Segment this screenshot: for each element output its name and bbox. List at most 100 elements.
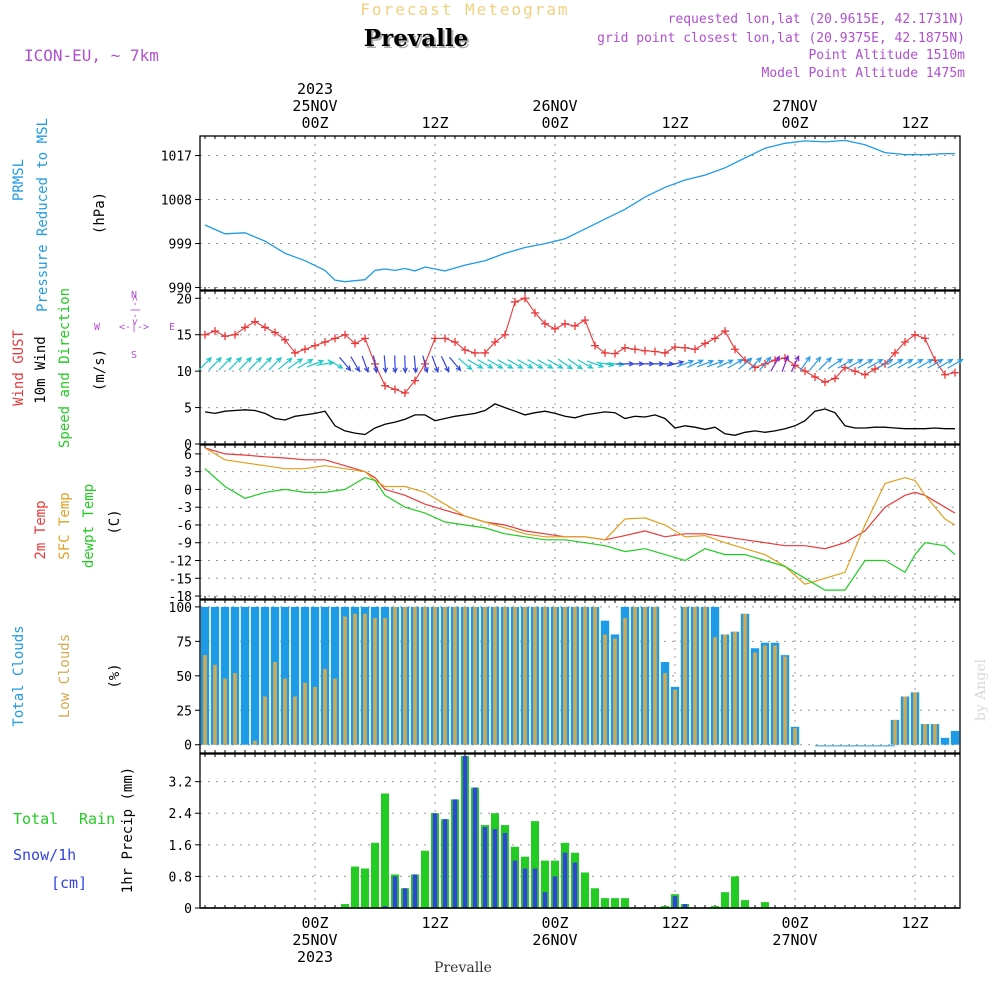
wind-direction-arrow: [907, 358, 924, 369]
rain-bar: [721, 892, 729, 908]
y-tick-label: -9: [176, 537, 192, 552]
snow-bar: [562, 852, 568, 908]
low-clouds-bar: [363, 613, 367, 745]
pressure-panel: 990 999 1008 1017: [161, 135, 961, 297]
wind-direction-arrow: [837, 358, 854, 369]
gust-marker: [291, 348, 299, 357]
gust-marker: [731, 345, 739, 354]
gust-marker: [241, 323, 249, 332]
y-tick-label: 50: [176, 670, 192, 685]
gust-marker: [541, 319, 549, 328]
low-clouds-bar: [383, 617, 387, 745]
low-clouds-bar: [593, 606, 597, 745]
precip-frame: [199, 753, 961, 909]
low-clouds-bar: [753, 652, 757, 745]
gust-marker: [691, 345, 699, 354]
bottom-location-label: Prevalle: [434, 960, 492, 976]
snow-bar: [672, 896, 678, 908]
wind-direction-arrow: [208, 356, 222, 371]
gust-marker: [331, 334, 339, 343]
location-title-shadow: Prevalle: [366, 27, 470, 54]
gust-marker: [311, 341, 319, 350]
low-clouds-bar: [543, 606, 547, 745]
gust-marker: [491, 338, 499, 346]
y-tick-label: 10: [176, 365, 192, 380]
label-hpa: (hPa): [92, 192, 108, 234]
gust-marker: [811, 372, 819, 381]
top-time-label: 12Z: [661, 114, 688, 132]
gust-marker: [281, 335, 289, 344]
label-precip-axis: 1hr Precip (mm): [120, 767, 136, 893]
gust-marker: [871, 364, 879, 373]
rain-bar: [581, 872, 589, 908]
label-ms: (m/s): [92, 349, 108, 391]
top-time-label: 00Z: [541, 114, 568, 132]
wind-direction-arrow: [867, 358, 884, 369]
label-c: (C): [107, 509, 123, 534]
gust-marker: [321, 338, 329, 346]
gust-marker: [401, 389, 409, 397]
wind-direction-arrow: [412, 355, 419, 374]
temp-2m-line: [204, 447, 956, 550]
gust-marker: [511, 297, 519, 306]
gust-marker: [641, 346, 649, 355]
model-altitude: Model Point Altitude 1475m: [762, 66, 966, 81]
watermark: by Angel: [973, 658, 989, 721]
gust-marker: [551, 324, 559, 333]
compass-w: W: [94, 322, 101, 333]
low-clouds-bar: [353, 613, 357, 745]
low-clouds-bar: [633, 606, 637, 745]
low-clouds-bar: [483, 606, 487, 745]
wind-direction-arrow: [887, 358, 904, 369]
rain-bar: [621, 898, 629, 908]
top-time-label: 25NOV: [292, 97, 337, 115]
wind-direction-arrow: [440, 355, 450, 373]
snow-bar: [492, 829, 498, 908]
snow-bar: [412, 874, 418, 908]
low-clouds-bar: [693, 606, 697, 745]
low-clouds-bar: [713, 637, 717, 745]
snow-bar: [442, 819, 448, 908]
low-clouds-bar: [473, 606, 477, 745]
wind-direction-arrow: [431, 355, 439, 374]
snow-bar: [522, 868, 528, 908]
gust-marker: [351, 339, 359, 348]
rain-bar: [601, 898, 609, 908]
low-clouds-bar: [263, 696, 267, 745]
compass-ns-arrows: <-|->: [130, 295, 141, 325]
y-tick-label: 1017: [161, 150, 192, 165]
label-snow-unit: [cm]: [51, 874, 87, 892]
clouds-panel: 0 25 50 75 100: [169, 599, 961, 754]
wind-direction-arrow: [497, 359, 514, 369]
snow-bar: [452, 799, 458, 908]
total-clouds-bar: [280, 606, 290, 745]
wind-direction-arrow: [278, 357, 293, 370]
low-clouds-bar: [563, 606, 567, 745]
snow-bar: [532, 868, 538, 908]
clouds-frame: [199, 599, 961, 754]
top-time-label: 27NOV: [772, 97, 817, 115]
total-clouds-bar: [950, 730, 960, 745]
wind-speed-line: [204, 403, 955, 436]
compass-n: N: [131, 290, 137, 301]
wind-direction-arrow: [877, 358, 894, 369]
low-clouds-bar: [643, 606, 647, 745]
wind-direction-arrow: [586, 360, 605, 368]
snow-bar: [462, 755, 468, 908]
label-wind-gust: Wind GUST: [11, 330, 27, 406]
y-tick-label: 6: [184, 448, 192, 463]
gust-marker: [581, 316, 589, 325]
total-clouds-bar: [240, 606, 250, 745]
rain-bar: [361, 868, 369, 908]
low-clouds-bar: [523, 606, 527, 745]
gust-marker: [801, 367, 809, 376]
gust-marker: [701, 339, 709, 348]
gust-marker: [481, 348, 489, 357]
grid-point-coords: grid point closest lon,lat (20.9375E, 42…: [597, 31, 965, 46]
gust-marker: [571, 321, 579, 330]
wind-direction-arrow: [268, 356, 282, 371]
gust-marker: [651, 347, 659, 356]
gust-marker: [831, 374, 839, 383]
wind-direction-arrow: [827, 358, 844, 370]
wind-direction-arrow: [517, 359, 534, 369]
